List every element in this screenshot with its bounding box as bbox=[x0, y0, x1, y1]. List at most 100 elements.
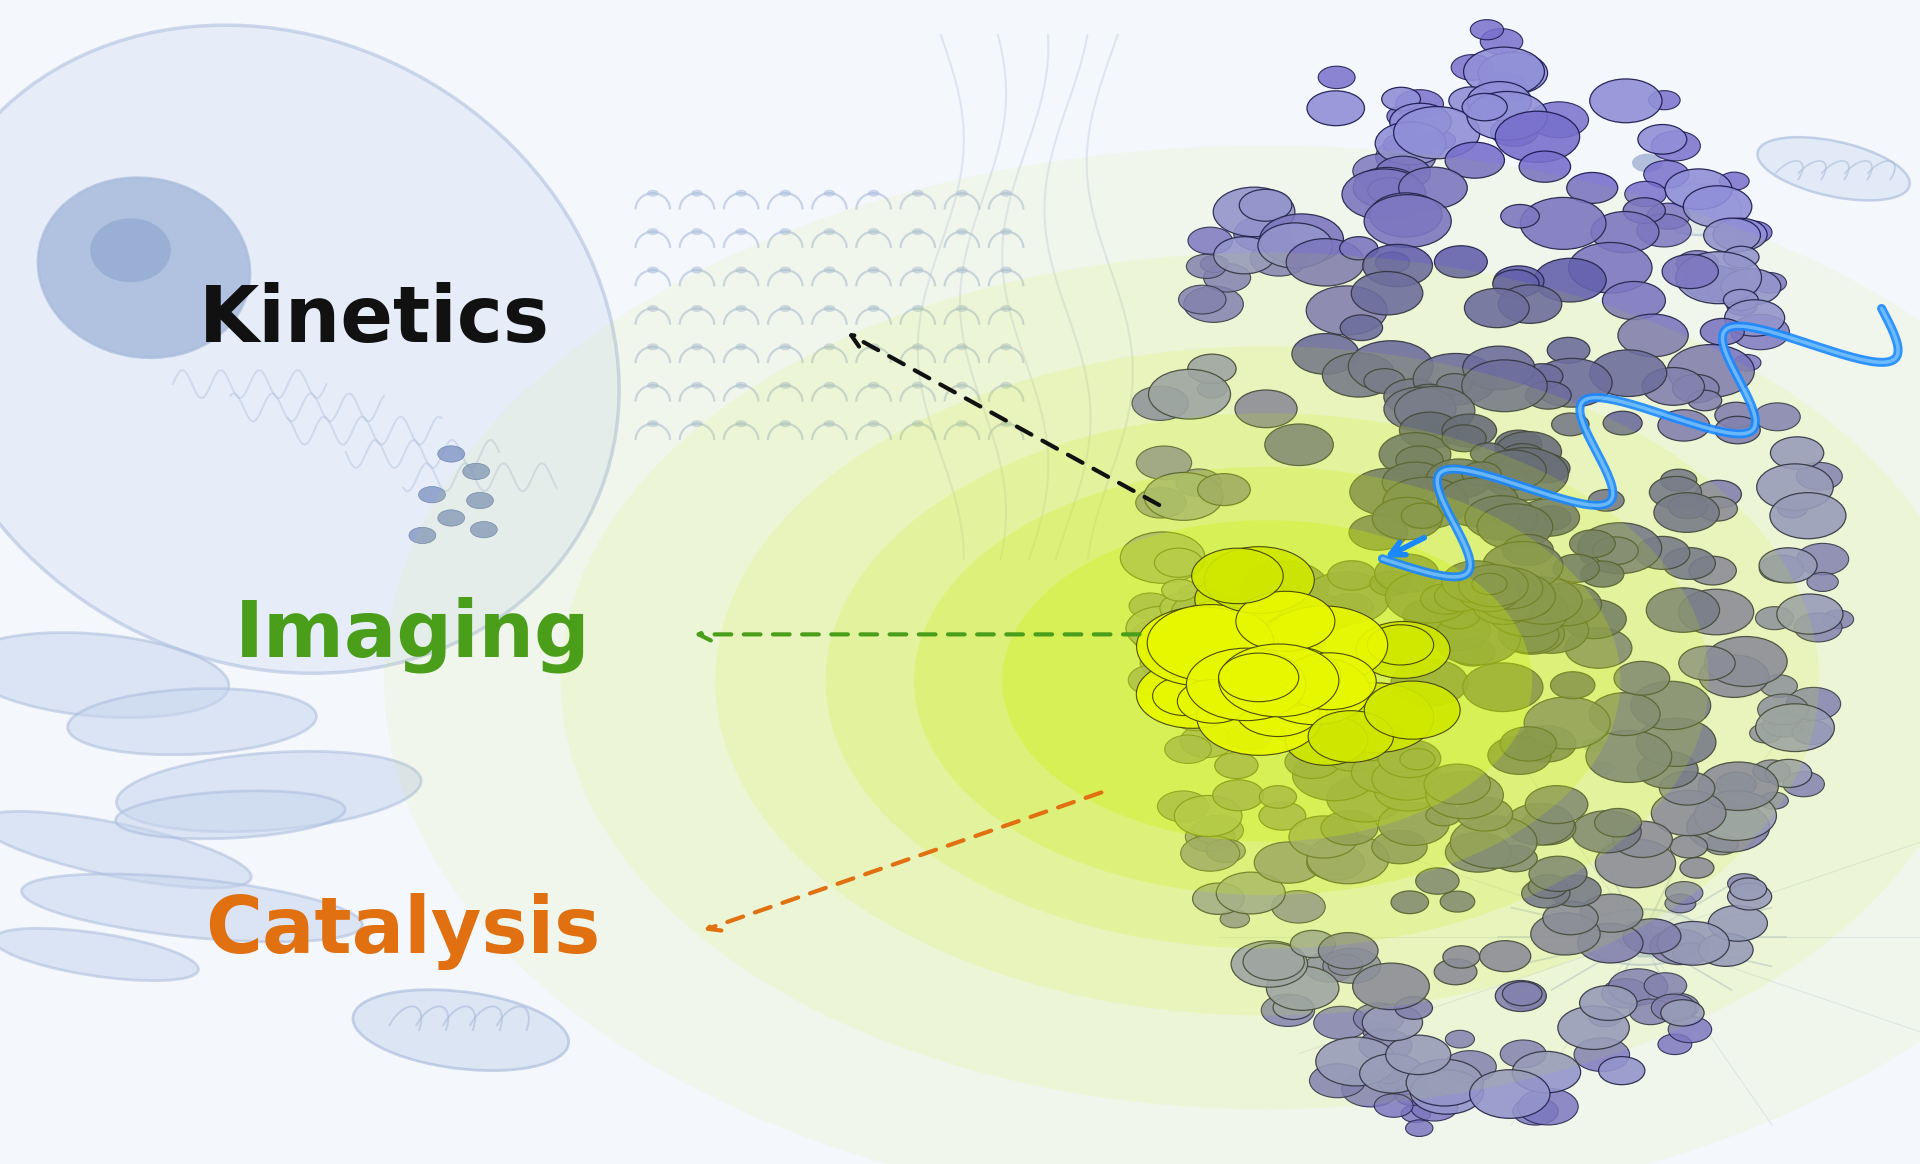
Circle shape bbox=[1219, 644, 1338, 717]
Circle shape bbox=[1647, 204, 1690, 229]
Circle shape bbox=[1463, 47, 1544, 97]
Circle shape bbox=[1478, 52, 1548, 94]
Circle shape bbox=[1000, 190, 1012, 197]
Circle shape bbox=[1661, 1000, 1705, 1025]
Circle shape bbox=[1382, 87, 1421, 111]
Circle shape bbox=[691, 420, 703, 427]
Circle shape bbox=[1551, 413, 1590, 435]
Circle shape bbox=[1446, 1030, 1475, 1048]
Circle shape bbox=[1171, 700, 1223, 731]
Circle shape bbox=[1434, 959, 1476, 985]
Circle shape bbox=[647, 267, 659, 274]
Circle shape bbox=[1496, 431, 1542, 459]
Circle shape bbox=[1319, 932, 1379, 968]
Circle shape bbox=[1500, 1039, 1546, 1067]
Circle shape bbox=[647, 420, 659, 427]
Circle shape bbox=[1523, 454, 1571, 483]
Circle shape bbox=[1578, 923, 1644, 963]
Circle shape bbox=[1728, 874, 1761, 894]
Circle shape bbox=[1503, 985, 1546, 1009]
Circle shape bbox=[1396, 446, 1444, 475]
Circle shape bbox=[1327, 775, 1404, 822]
Circle shape bbox=[1215, 752, 1258, 779]
Circle shape bbox=[1517, 1088, 1578, 1124]
Circle shape bbox=[1363, 369, 1405, 393]
Circle shape bbox=[1204, 547, 1315, 613]
Circle shape bbox=[1530, 583, 1601, 626]
Circle shape bbox=[1325, 739, 1379, 772]
Circle shape bbox=[1644, 973, 1686, 999]
Circle shape bbox=[1436, 603, 1480, 629]
Circle shape bbox=[1356, 622, 1450, 679]
Circle shape bbox=[1304, 952, 1354, 982]
Circle shape bbox=[1375, 771, 1442, 811]
Circle shape bbox=[1770, 436, 1824, 469]
Circle shape bbox=[1236, 591, 1334, 652]
Circle shape bbox=[824, 267, 835, 274]
Ellipse shape bbox=[914, 467, 1620, 895]
Circle shape bbox=[780, 228, 791, 235]
Circle shape bbox=[1665, 169, 1732, 210]
Circle shape bbox=[1732, 314, 1789, 349]
Circle shape bbox=[1503, 981, 1542, 1006]
Circle shape bbox=[1380, 1069, 1415, 1090]
Circle shape bbox=[1394, 386, 1475, 435]
Circle shape bbox=[1665, 881, 1703, 904]
Circle shape bbox=[1565, 627, 1632, 668]
Circle shape bbox=[1482, 448, 1569, 501]
Circle shape bbox=[1236, 686, 1319, 737]
Circle shape bbox=[1724, 300, 1786, 336]
Circle shape bbox=[1000, 382, 1012, 389]
Circle shape bbox=[1442, 414, 1496, 447]
Circle shape bbox=[1377, 739, 1430, 772]
Ellipse shape bbox=[714, 347, 1820, 1015]
Circle shape bbox=[1603, 282, 1665, 320]
Circle shape bbox=[1442, 425, 1486, 452]
Circle shape bbox=[1167, 641, 1238, 686]
Circle shape bbox=[1415, 868, 1459, 894]
Circle shape bbox=[1261, 994, 1315, 1027]
Circle shape bbox=[1655, 993, 1699, 1020]
Circle shape bbox=[1327, 561, 1377, 590]
Circle shape bbox=[1590, 79, 1663, 122]
Circle shape bbox=[1580, 894, 1644, 932]
Circle shape bbox=[1657, 184, 1741, 235]
Circle shape bbox=[1500, 726, 1557, 761]
Circle shape bbox=[1434, 612, 1521, 665]
Circle shape bbox=[1668, 495, 1707, 519]
Circle shape bbox=[1137, 660, 1248, 729]
Circle shape bbox=[1436, 374, 1473, 395]
Circle shape bbox=[691, 382, 703, 389]
Circle shape bbox=[1473, 574, 1507, 595]
Circle shape bbox=[1384, 134, 1419, 155]
Circle shape bbox=[912, 267, 924, 274]
Circle shape bbox=[1590, 350, 1667, 397]
Circle shape bbox=[1444, 1051, 1496, 1083]
Circle shape bbox=[1569, 530, 1615, 558]
Circle shape bbox=[1375, 156, 1430, 190]
Circle shape bbox=[1323, 949, 1380, 984]
Text: Imaging: Imaging bbox=[234, 596, 591, 673]
Circle shape bbox=[1219, 653, 1298, 702]
Circle shape bbox=[1761, 792, 1788, 809]
Circle shape bbox=[1198, 381, 1227, 398]
Circle shape bbox=[1726, 297, 1757, 315]
Circle shape bbox=[1761, 675, 1797, 697]
Circle shape bbox=[1586, 731, 1672, 782]
Circle shape bbox=[1480, 450, 1546, 490]
Circle shape bbox=[735, 305, 747, 312]
Circle shape bbox=[691, 305, 703, 312]
Circle shape bbox=[1703, 218, 1761, 253]
Circle shape bbox=[1369, 193, 1442, 237]
Circle shape bbox=[1185, 286, 1244, 322]
Circle shape bbox=[1167, 643, 1227, 679]
Circle shape bbox=[1359, 1029, 1411, 1062]
Circle shape bbox=[1267, 966, 1338, 1010]
Circle shape bbox=[438, 510, 465, 526]
Circle shape bbox=[1622, 198, 1665, 223]
Circle shape bbox=[1384, 388, 1455, 431]
Circle shape bbox=[1258, 656, 1371, 725]
Circle shape bbox=[1154, 548, 1202, 577]
Circle shape bbox=[1198, 474, 1250, 505]
Circle shape bbox=[1657, 410, 1709, 441]
